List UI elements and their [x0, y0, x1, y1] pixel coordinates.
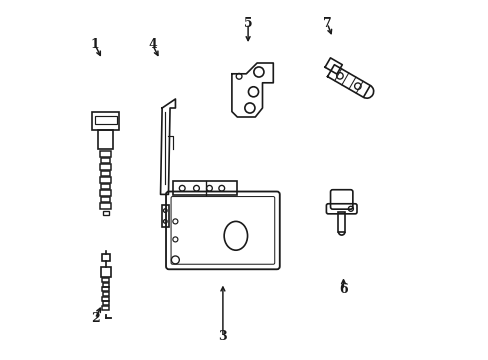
Text: 3: 3: [218, 330, 227, 343]
Bar: [338, 212, 344, 232]
Bar: [172, 181, 237, 195]
Bar: [102, 278, 109, 282]
Bar: [162, 205, 168, 227]
Text: 1: 1: [91, 39, 99, 51]
Bar: [101, 164, 111, 170]
Bar: [102, 306, 109, 310]
Bar: [102, 171, 110, 176]
Bar: [95, 116, 116, 125]
Bar: [98, 130, 113, 149]
Bar: [101, 190, 111, 196]
Bar: [102, 287, 109, 291]
Bar: [102, 211, 109, 215]
Bar: [101, 151, 111, 157]
Text: 4: 4: [148, 39, 157, 51]
Bar: [101, 203, 111, 209]
Text: 6: 6: [339, 283, 347, 296]
Bar: [101, 177, 111, 183]
Bar: [103, 283, 109, 287]
Bar: [102, 254, 110, 261]
Bar: [102, 297, 109, 301]
Bar: [101, 267, 111, 277]
Bar: [102, 197, 110, 202]
Text: 5: 5: [244, 17, 252, 30]
Text: 2: 2: [91, 312, 99, 325]
Bar: [103, 301, 109, 305]
Bar: [102, 158, 110, 163]
Bar: [103, 292, 109, 296]
Bar: [92, 112, 119, 130]
Bar: [102, 184, 110, 189]
Text: 7: 7: [322, 17, 331, 30]
